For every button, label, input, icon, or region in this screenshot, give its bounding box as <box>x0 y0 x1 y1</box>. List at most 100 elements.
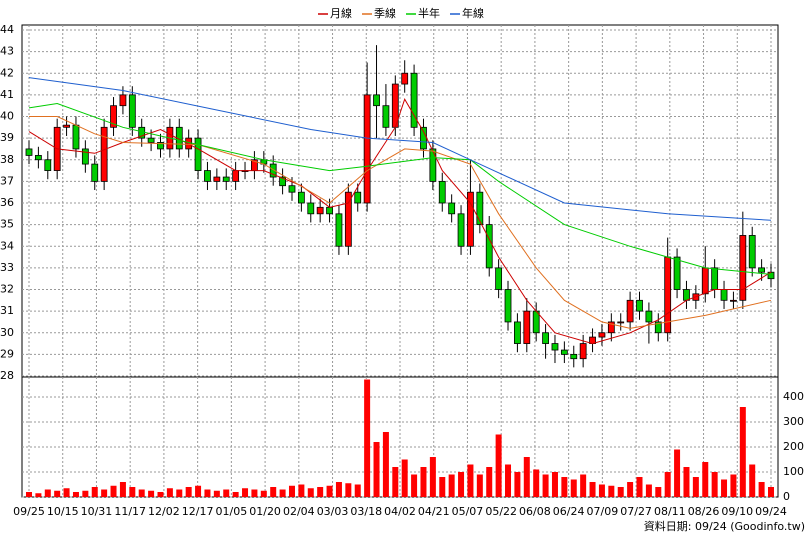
volume-bar <box>345 483 352 497</box>
candle-body <box>570 353 578 360</box>
candle-body <box>598 332 606 338</box>
volume-bar <box>373 442 380 497</box>
x-tick-label: 07/09 <box>587 505 619 518</box>
candle-body <box>288 185 296 193</box>
volume-bar <box>702 462 709 497</box>
candle-body <box>44 159 52 171</box>
candle-body <box>194 137 202 171</box>
candle-body <box>438 180 446 204</box>
candle-body <box>476 191 484 226</box>
y-tick-label: 29 <box>0 347 14 360</box>
x-tick-label: 04/02 <box>384 505 416 518</box>
volume-bar <box>204 489 211 497</box>
volume-bar <box>401 459 408 497</box>
volume-bar <box>176 489 183 497</box>
x-tick-label: 05/07 <box>452 505 484 518</box>
x-tick-label: 06/08 <box>519 505 551 518</box>
candle-body <box>467 191 474 247</box>
volume-bar <box>439 477 446 497</box>
volume-bar <box>213 490 220 497</box>
volume-bar <box>129 487 136 497</box>
y-tick-label: 34 <box>0 239 14 252</box>
candle-body <box>514 321 521 344</box>
legend-label: 半年 <box>418 6 440 20</box>
volume-bar <box>420 467 427 497</box>
volume-bar <box>411 474 418 497</box>
candle-body <box>72 124 80 150</box>
legend-label: 月線 <box>330 6 352 20</box>
x-tick-label: 10/31 <box>81 505 113 518</box>
volume-bar <box>392 467 399 497</box>
volume-bar <box>514 472 521 497</box>
volume-bar <box>758 482 765 497</box>
candle-body <box>457 213 465 247</box>
volume-bar <box>627 482 634 497</box>
y-tick-label: 36 <box>0 196 14 209</box>
candle-body <box>485 224 493 269</box>
candle-body <box>420 126 427 150</box>
volume-bar <box>448 474 455 497</box>
volume-bar <box>458 472 465 497</box>
candle-body <box>100 126 108 182</box>
x-tick-label: 09/10 <box>721 505 753 518</box>
candle-body <box>222 176 230 182</box>
volume-bar <box>645 484 652 497</box>
candle-body <box>560 349 568 355</box>
volume-bar <box>317 487 324 497</box>
x-tick-label: 09/25 <box>13 505 45 518</box>
volume-bar <box>486 467 493 497</box>
volume-bar <box>561 477 568 497</box>
volume-bar <box>739 407 746 497</box>
x-tick-label: 02/04 <box>283 505 315 518</box>
volume-bar <box>35 493 42 497</box>
volume-bar <box>551 472 558 497</box>
volume-bar <box>655 487 662 497</box>
x-tick-label: 01/20 <box>249 505 281 518</box>
candle-body <box>307 202 315 215</box>
candle-body <box>654 321 662 334</box>
ma-line <box>28 102 772 275</box>
volume-bar <box>26 492 32 497</box>
candle-body <box>626 299 634 323</box>
candle-body <box>316 206 324 215</box>
volume-bar <box>542 474 549 497</box>
volume-bar <box>101 489 108 497</box>
x-tick-label: 05/22 <box>485 505 517 518</box>
candle-body <box>269 163 277 178</box>
volume-bar <box>148 490 155 497</box>
candle-body <box>335 213 343 247</box>
volume-bar <box>223 489 230 497</box>
x-tick-label: 07/27 <box>620 505 652 518</box>
y-tick-label: 41 <box>0 88 14 101</box>
volume-bar <box>195 485 202 497</box>
x-tick-label: 03/18 <box>350 505 382 518</box>
volume-bar <box>495 434 502 497</box>
volume-bar <box>730 474 737 497</box>
candle-body <box>25 148 33 156</box>
volume-bar <box>270 487 277 497</box>
candle-body <box>711 267 719 290</box>
candle-body <box>110 105 117 128</box>
x-tick-label: 04/21 <box>418 505 450 518</box>
y-tick-label: 43 <box>0 45 14 58</box>
candle-body <box>344 191 352 247</box>
x-tick-label: 06/24 <box>553 505 585 518</box>
candle-body <box>279 176 286 187</box>
candle-body <box>495 267 503 290</box>
candle-body <box>326 206 333 215</box>
x-tick-label: 08/11 <box>654 505 686 518</box>
y-tick-label: 37 <box>0 174 14 187</box>
candle-body <box>448 202 456 215</box>
volume-bar <box>354 484 361 497</box>
candle-body <box>645 310 653 323</box>
volume-bar <box>523 457 530 497</box>
volume-bar <box>298 484 305 497</box>
volume-bar <box>288 485 295 497</box>
candle-body <box>739 235 747 301</box>
volume-bar <box>185 487 192 497</box>
candle-body <box>363 94 371 204</box>
volume-bar <box>664 472 671 497</box>
candle-body <box>720 289 728 301</box>
volume-bar <box>683 467 690 497</box>
volume-bar <box>119 482 126 497</box>
